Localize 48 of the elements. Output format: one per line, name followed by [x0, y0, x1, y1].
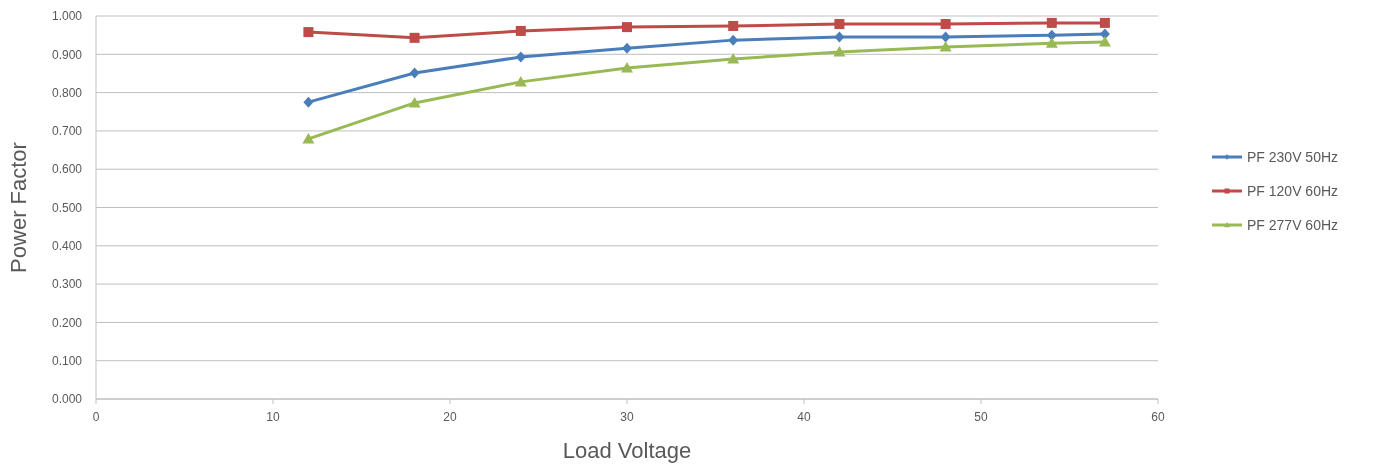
point — [303, 27, 314, 38]
y-tick-label: 0.200 — [51, 315, 83, 330]
point — [939, 41, 952, 52]
x-tick-label: 50 — [974, 410, 988, 424]
y-tick-label: 0.600 — [51, 162, 83, 177]
point — [303, 96, 314, 108]
y-tick-label: 0.700 — [51, 124, 83, 139]
point — [514, 75, 527, 87]
point — [515, 51, 526, 63]
legend-label: PF 230V 50Hz — [1247, 148, 1339, 165]
x-tick-label: 60 — [1151, 410, 1165, 424]
point — [727, 52, 740, 64]
point — [834, 19, 845, 30]
y-tick-label: 0.900 — [51, 47, 83, 62]
point — [1098, 36, 1111, 47]
x-tick-label: 30 — [620, 410, 634, 424]
x-tick-label: 20 — [443, 410, 457, 424]
x-tick-label: 0 — [92, 410, 100, 424]
y-tick-label: 0.100 — [51, 353, 83, 368]
y-tick-label: 0.800 — [51, 85, 83, 100]
point — [622, 22, 632, 33]
point — [940, 31, 951, 43]
point — [833, 46, 846, 57]
point — [834, 31, 845, 43]
point — [409, 32, 420, 43]
point — [622, 42, 632, 54]
point — [621, 62, 633, 73]
y-tick-label: 0.400 — [51, 239, 83, 253]
legend-label: PF 277V 60Hz — [1247, 216, 1339, 233]
point — [515, 25, 526, 36]
point — [1099, 17, 1110, 28]
point — [1045, 37, 1058, 48]
y-tick-label: 0.000 — [51, 392, 83, 407]
y-tick-label: 1.000 — [51, 9, 83, 24]
point — [728, 34, 739, 46]
x-tick-label: 10 — [266, 410, 280, 424]
point — [728, 20, 739, 31]
x-tick-label: 40 — [797, 410, 811, 424]
point — [940, 19, 951, 30]
y-axis-title: Power Factor — [6, 142, 31, 273]
point — [409, 67, 420, 79]
point — [1046, 17, 1057, 28]
point — [302, 132, 315, 144]
legend-label: PF 120V 60Hz — [1247, 182, 1339, 199]
y-tick-label: 0.500 — [51, 200, 83, 215]
x-axis-title: Load Voltage — [562, 438, 692, 463]
y-tick-label: 0.300 — [51, 277, 83, 292]
point — [408, 96, 421, 108]
